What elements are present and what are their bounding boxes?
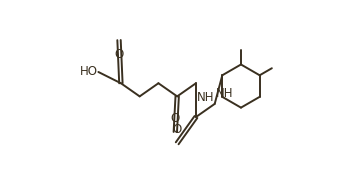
Text: O: O xyxy=(172,123,182,136)
Text: HO: HO xyxy=(80,65,98,78)
Text: NH: NH xyxy=(197,91,215,104)
Text: NH: NH xyxy=(216,87,233,100)
Text: O: O xyxy=(171,112,180,125)
Text: O: O xyxy=(114,48,123,61)
